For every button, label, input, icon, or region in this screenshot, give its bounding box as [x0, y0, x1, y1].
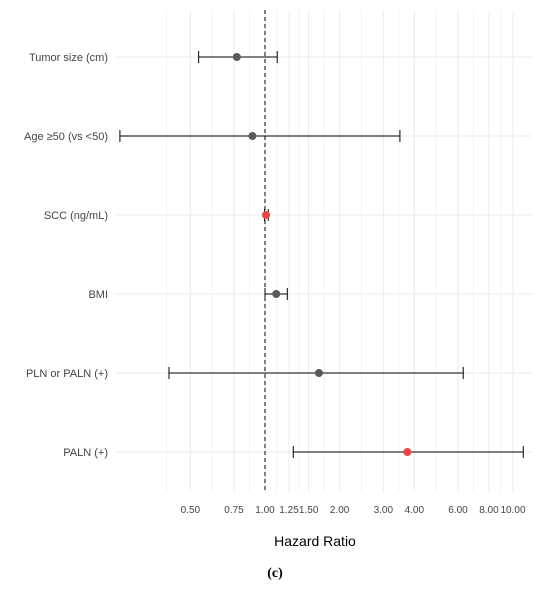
row-label: Age ≥50 (vs <50) — [24, 131, 108, 143]
row-label: BMI — [88, 289, 108, 301]
row-label: PALN (+) — [63, 447, 108, 459]
hr-point — [262, 211, 271, 219]
row-label: PLN or PALN (+) — [26, 368, 108, 380]
x-axis: 0.50 0.75 1.00 1.25 1.50 2.00 3.00 4.00 6.00 8.00… — [181, 505, 526, 516]
x-tick-label: 1.00 — [255, 505, 275, 516]
hr-point — [403, 448, 412, 456]
hr-point — [272, 290, 281, 298]
figure-caption: (c) — [267, 566, 283, 581]
forest-row: PALN (+) — [63, 446, 524, 459]
rows-layer: Tumor size (cm) Age ≥50 (vs <50) SCC (ng/m… — [24, 51, 524, 459]
hr-point — [248, 132, 257, 140]
forest-row: Tumor size (cm) — [29, 51, 278, 64]
x-tick-label: 10.00 — [500, 505, 525, 516]
grid-layer — [115, 10, 532, 492]
row-label: Tumor size (cm) — [29, 52, 108, 64]
x-tick-label: 0.75 — [224, 505, 244, 516]
row-label: SCC (ng/mL) — [44, 210, 108, 222]
hr-point — [314, 369, 323, 377]
x-axis-label: Hazard Ratio — [274, 533, 356, 549]
forest-row: BMI — [88, 288, 288, 301]
x-tick-label: 6.00 — [448, 505, 468, 516]
forest-row: SCC (ng/mL) — [44, 209, 271, 222]
x-tick-label: 0.50 — [181, 505, 201, 516]
x-tick-label: 1.50 — [299, 505, 319, 516]
x-tick-label: 2.00 — [330, 505, 350, 516]
hr-point — [232, 53, 241, 61]
x-tick-label: 3.00 — [374, 505, 394, 516]
x-tick-label: 4.00 — [405, 505, 425, 516]
forest-row: PLN or PALN (+) — [26, 367, 464, 380]
x-tick-label: 1.25 — [279, 505, 299, 516]
forest-row: Age ≥50 (vs <50) — [24, 130, 401, 143]
x-tick-label: 8.00 — [479, 505, 499, 516]
